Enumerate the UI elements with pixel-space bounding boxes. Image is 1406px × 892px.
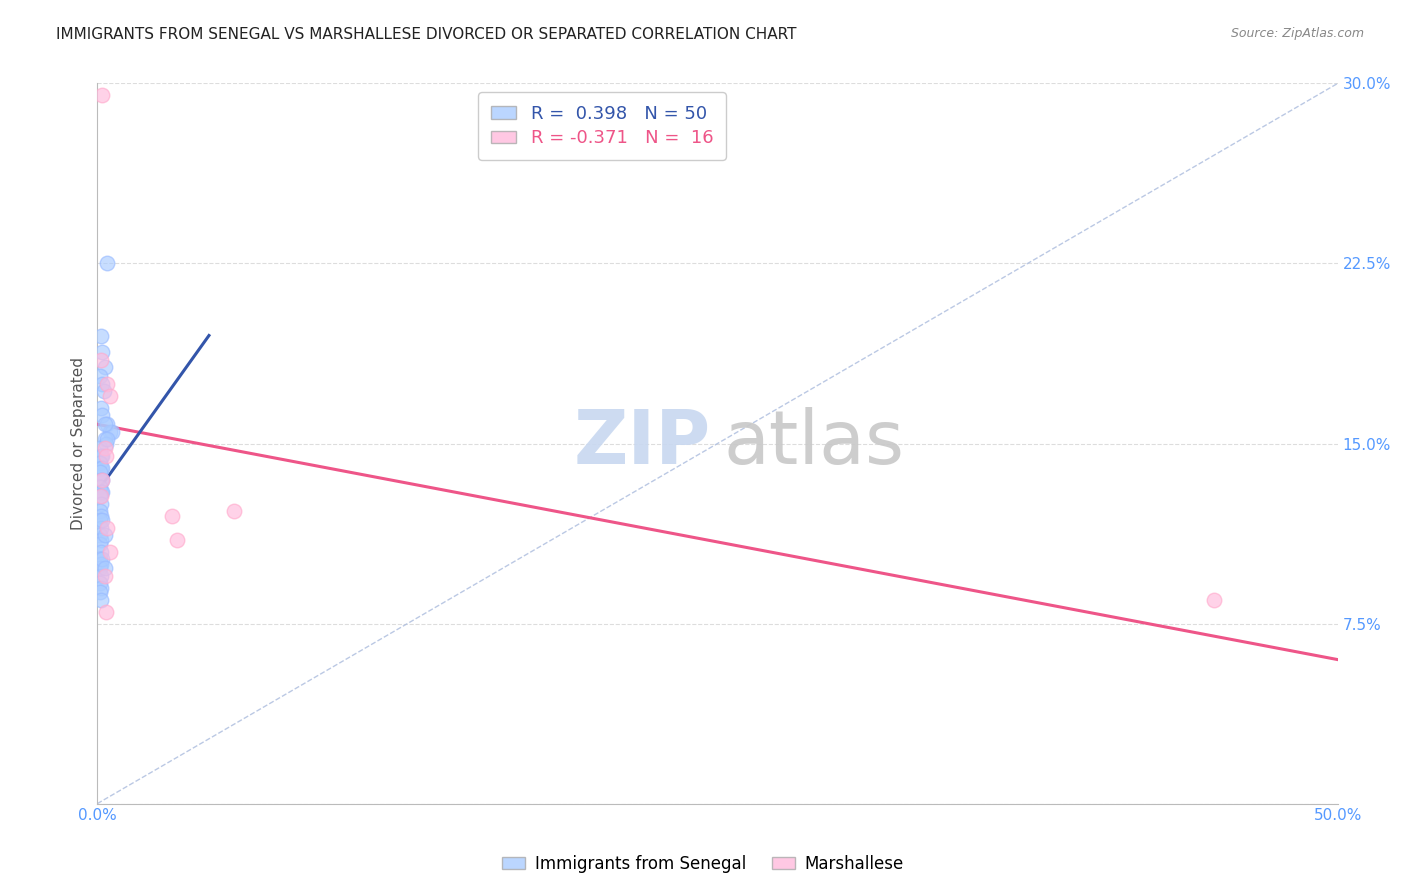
- Point: [89, 513, 111, 527]
- Legend: R =  0.398   N = 50, R = -0.371   N =  16: R = 0.398 N = 50, R = -0.371 N = 16: [478, 93, 725, 160]
- Text: ZIP: ZIP: [574, 407, 711, 480]
- Point: [98, 425, 121, 439]
- Point: [90, 401, 112, 415]
- Point: [98, 388, 121, 402]
- Point: [89, 527, 111, 541]
- Point: [89, 480, 111, 494]
- Point: [89, 466, 111, 480]
- Point: [90, 460, 112, 475]
- Point: [94, 436, 117, 450]
- Point: [91, 408, 114, 422]
- Point: [91, 345, 114, 359]
- Point: [90, 352, 112, 367]
- Point: [91, 460, 114, 475]
- Point: [160, 508, 183, 523]
- Point: [101, 425, 124, 439]
- Point: [89, 369, 111, 384]
- Point: [1202, 592, 1225, 607]
- Point: [96, 520, 118, 534]
- Point: [89, 537, 111, 551]
- Point: [94, 449, 117, 463]
- Point: [90, 581, 112, 595]
- Point: [89, 442, 111, 456]
- Point: [90, 544, 112, 558]
- Text: atlas: atlas: [724, 407, 904, 480]
- Point: [90, 489, 112, 503]
- Point: [89, 585, 111, 599]
- Point: [96, 256, 118, 270]
- Legend: Immigrants from Senegal, Marshallese: Immigrants from Senegal, Marshallese: [495, 848, 911, 880]
- Point: [91, 376, 114, 391]
- Point: [90, 592, 112, 607]
- Point: [91, 88, 114, 103]
- Point: [222, 504, 245, 518]
- Point: [90, 508, 112, 523]
- Point: [89, 575, 111, 590]
- Point: [90, 533, 112, 547]
- Point: [94, 605, 117, 619]
- Point: [89, 561, 111, 575]
- Text: Source: ZipAtlas.com: Source: ZipAtlas.com: [1230, 27, 1364, 40]
- Point: [91, 449, 114, 463]
- Point: [94, 561, 117, 575]
- Point: [94, 442, 117, 456]
- Point: [98, 544, 121, 558]
- Point: [90, 484, 112, 499]
- Point: [90, 568, 112, 582]
- Point: [91, 473, 114, 487]
- Point: [90, 473, 112, 487]
- Point: [96, 432, 118, 446]
- Point: [94, 432, 117, 446]
- Point: [90, 328, 112, 343]
- Point: [90, 449, 112, 463]
- Point: [93, 384, 115, 398]
- Point: [91, 473, 114, 487]
- Point: [94, 359, 117, 374]
- Point: [96, 376, 118, 391]
- Point: [89, 489, 111, 503]
- Point: [90, 497, 112, 511]
- Point: [89, 504, 111, 518]
- Point: [166, 533, 188, 547]
- Point: [91, 551, 114, 566]
- Point: [90, 520, 112, 534]
- Point: [94, 527, 117, 541]
- Point: [89, 551, 111, 566]
- Point: [96, 417, 118, 432]
- Point: [94, 568, 117, 582]
- Point: [90, 557, 112, 571]
- Point: [94, 417, 117, 432]
- Point: [89, 456, 111, 470]
- Point: [91, 484, 114, 499]
- Text: IMMIGRANTS FROM SENEGAL VS MARSHALLESE DIVORCED OR SEPARATED CORRELATION CHART: IMMIGRANTS FROM SENEGAL VS MARSHALLESE D…: [56, 27, 797, 42]
- Point: [91, 513, 114, 527]
- Y-axis label: Divorced or Separated: Divorced or Separated: [72, 357, 86, 530]
